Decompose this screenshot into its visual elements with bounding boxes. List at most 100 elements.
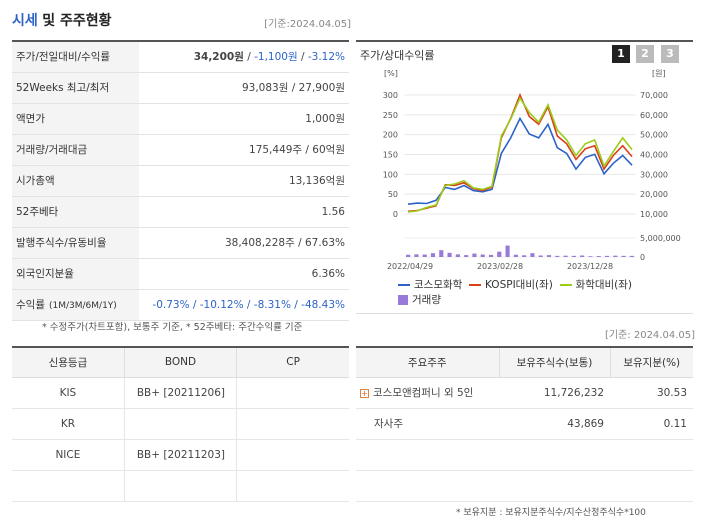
holder-shares (499, 439, 610, 470)
left-tick-label: 150 (383, 151, 398, 160)
left-tick-label: 50 (388, 190, 398, 199)
credit-cell (124, 470, 236, 501)
x-tick-label: 2023/02/28 (477, 262, 523, 271)
left-tick-label: 0 (393, 210, 398, 219)
legend-item-volume: 거래량 (398, 292, 441, 307)
table-row: KR (12, 408, 349, 439)
holder-pct: 0.11 (610, 408, 693, 439)
holder-shares: 43,869 (499, 408, 610, 439)
volume-bar (414, 254, 418, 257)
legend-swatch-cosmo (398, 284, 410, 286)
quote-label-sub: (1M/3M/6M/1Y) (49, 301, 117, 311)
quote-value: 1,000원 (139, 103, 349, 134)
holders-header: 주요주주 (356, 347, 499, 377)
volume-bar (506, 246, 510, 257)
quote-note: * 수정주가(차트포함), 보통주 기준, * 52주베타: 주간수익률 기준 (42, 319, 302, 333)
volume-bar (547, 255, 551, 257)
credit-cell (124, 408, 236, 439)
holder-name (356, 439, 499, 470)
quote-label: 주가/전일대비/수익률 (12, 41, 139, 72)
holder-name (356, 470, 499, 501)
credit-cell (237, 439, 349, 470)
chart-tab-3[interactable]: 3 (661, 45, 679, 63)
credit-cell: KR (12, 408, 124, 439)
table-row: NICE BB+ [20211203] (12, 439, 349, 470)
holders-note: * 보유지분 : 보유지분주식수/지수산정주식수*100 (456, 505, 646, 518)
quote-value: 6.36% (139, 258, 349, 289)
expand-plus-icon[interactable]: + (360, 389, 369, 398)
holders-date: [기준: 2024.04.05] (605, 326, 695, 341)
quote-row: 발행주식수/유동비율 38,408,228주 / 67.63% (12, 227, 349, 258)
right-tick-label: 60,000 (640, 111, 668, 120)
quote-row: 외국인지분율 6.36% (12, 258, 349, 289)
table-row: + 코스모앤컴퍼니 외 5인 11,726,232 30.53 (356, 377, 693, 408)
holder-shares: 11,726,232 (499, 377, 610, 408)
volume-bar (448, 253, 452, 257)
quote-label: 52주베타 (12, 196, 139, 227)
credit-cell (12, 470, 124, 501)
legend-item-chem: 화학대비(좌) (560, 279, 633, 291)
quote-value: 34,200원 / -1,100원 / -3.12% (139, 41, 349, 72)
credit-cell (237, 470, 349, 501)
volume-bar (622, 256, 626, 257)
price-value: 34,200원 (194, 51, 244, 63)
credit-cell (237, 408, 349, 439)
right-tick-label: 50,000 (640, 131, 668, 140)
credit-cell (237, 377, 349, 408)
holder-pct (610, 470, 693, 501)
volume-bar (539, 255, 543, 257)
left-tick-label: 300 (383, 91, 398, 100)
volume-bar (472, 254, 476, 257)
quote-value: 13,136억원 (139, 165, 349, 196)
holder-shares (499, 470, 610, 501)
credit-cell: NICE (12, 439, 124, 470)
legend-swatch-kospi (469, 284, 481, 286)
chart-title: 주가/상대수익률 (360, 47, 435, 63)
title-blue: 시세 (12, 13, 38, 29)
volume-tick-label: 0 (640, 253, 645, 262)
volume-bar (456, 254, 460, 257)
left-tick-label: 100 (383, 170, 398, 179)
holder-pct: 30.53 (610, 377, 693, 408)
volume-bar (489, 255, 493, 257)
volume-bar (564, 256, 568, 257)
quote-row: 52Weeks 최고/최저 93,083원 / 27,900원 (12, 72, 349, 103)
volume-bar (423, 255, 427, 257)
credit-header: BOND (124, 347, 236, 377)
separator: / (298, 51, 308, 63)
volume-bar (597, 256, 601, 257)
right-unit-label: [원] (652, 69, 666, 78)
table-row (12, 470, 349, 501)
table-row (356, 470, 693, 501)
quote-value: 38,408,228주 / 67.63% (139, 227, 349, 258)
legend-item-cosmo: 코스모화학 (398, 279, 462, 291)
separator: / (244, 51, 254, 63)
volume-bar (555, 256, 559, 257)
holder-name[interactable]: + 코스모앤컴퍼니 외 5인 (356, 377, 499, 408)
x-tick-label: 2023/12/28 (567, 262, 613, 271)
volume-tick-label: 5,000,000 (640, 234, 681, 243)
chart-tab-2[interactable]: 2 (636, 45, 654, 63)
credit-header: 신용등급 (12, 347, 124, 377)
right-tick-label: 40,000 (640, 151, 668, 160)
volume-bar (613, 256, 617, 257)
right-tick-label: 70,000 (640, 91, 668, 100)
legend-item-kospi: KOSPI대비(좌) (469, 279, 553, 291)
chart-tab-1[interactable]: 1 (612, 45, 630, 63)
quote-label: 액면가 (12, 103, 139, 134)
left-unit-label: [%] (384, 69, 398, 78)
table-row: 자사주 43,869 0.11 (356, 408, 693, 439)
quote-row: 거래량/거래대금 175,449주 / 60억원 (12, 134, 349, 165)
quote-row: 시가총액 13,136억원 (12, 165, 349, 196)
volume-bar (481, 255, 485, 257)
quote-value: 1.56 (139, 196, 349, 227)
right-tick-label: 20,000 (640, 190, 668, 199)
right-tick-label: 10,000 (640, 210, 668, 219)
volume-bar (605, 256, 609, 257)
legend-swatch-volume (398, 295, 408, 305)
quote-row: 52주베타 1.56 (12, 196, 349, 227)
volume-bar (572, 256, 576, 257)
table-row (356, 439, 693, 470)
holders-header: 보유지분(%) (610, 347, 693, 377)
volume-bar (530, 253, 534, 257)
